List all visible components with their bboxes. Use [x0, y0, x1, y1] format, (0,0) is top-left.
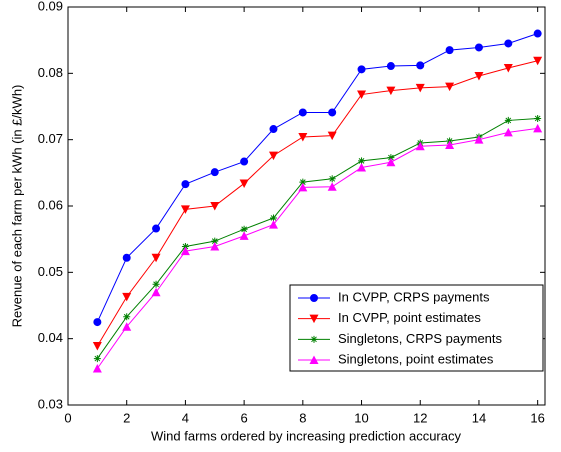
marker	[151, 253, 161, 263]
series-line	[96, 33, 538, 323]
marker	[416, 61, 425, 70]
legend-label: In CVPP, point estimates	[338, 310, 481, 325]
legend-marker	[309, 314, 319, 324]
marker	[269, 214, 277, 222]
marker	[240, 225, 248, 233]
x-tick-label: 14	[472, 410, 486, 425]
legend-label: Singletons, CRPS payments	[338, 331, 503, 346]
marker	[327, 182, 337, 191]
marker	[123, 313, 131, 321]
legend-marker	[309, 355, 319, 364]
legend-label: Singletons, point estimates	[338, 351, 494, 366]
marker	[180, 205, 190, 214]
legend-box	[289, 284, 544, 372]
marker	[357, 65, 366, 74]
y-axis-label: Revenue of each farm per kWh (in £/kWh)	[9, 85, 24, 328]
marker	[92, 364, 102, 373]
marker	[474, 43, 483, 52]
marker	[122, 253, 131, 262]
marker	[386, 86, 396, 96]
marker	[92, 341, 102, 351]
marker	[445, 140, 455, 149]
marker	[298, 182, 308, 192]
marker	[152, 280, 160, 288]
marker	[210, 202, 220, 211]
marker	[181, 242, 189, 250]
marker	[503, 64, 513, 73]
marker	[180, 246, 190, 256]
marker	[298, 108, 307, 117]
marker	[533, 123, 543, 133]
marker	[151, 287, 161, 297]
marker	[152, 224, 161, 233]
marker	[299, 178, 307, 186]
marker	[268, 220, 278, 229]
y-tick-label: 0.04	[38, 330, 63, 345]
x-tick-label: 10	[354, 410, 368, 425]
marker	[445, 82, 455, 92]
marker	[474, 135, 484, 144]
x-tick-label: 16	[530, 410, 544, 425]
marker	[386, 157, 396, 167]
marker	[445, 46, 454, 55]
marker	[534, 114, 542, 122]
y-tick-label: 0.03	[38, 396, 63, 411]
marker	[268, 151, 278, 161]
y-tick-label: 0.05	[38, 264, 63, 279]
marker	[240, 157, 249, 166]
marker	[358, 157, 366, 165]
series-line	[96, 127, 538, 369]
marker	[503, 127, 513, 137]
marker	[181, 180, 190, 189]
y-tick-label: 0.07	[38, 131, 63, 146]
marker	[533, 56, 543, 66]
y-tick-label: 0.08	[38, 65, 63, 80]
marker	[504, 39, 513, 48]
marker	[415, 141, 425, 151]
marker	[269, 125, 278, 134]
marker	[122, 292, 132, 302]
x-axis-label: Wind farms ordered by increasing predict…	[151, 428, 461, 443]
marker	[239, 231, 249, 240]
marker	[357, 90, 367, 100]
legend-marker	[310, 335, 318, 343]
x-tick-label: 8	[299, 410, 306, 425]
marker	[328, 108, 337, 117]
marker	[93, 355, 101, 363]
marker	[357, 163, 367, 172]
legend-label: In CVPP, CRPS payments	[338, 289, 490, 304]
marker	[211, 237, 219, 245]
x-tick-label: 6	[241, 410, 248, 425]
marker	[239, 179, 249, 188]
marker	[210, 168, 219, 177]
marker	[386, 62, 395, 71]
marker	[387, 154, 395, 162]
x-tick-label: 12	[413, 410, 427, 425]
x-tick-label: 4	[182, 410, 189, 425]
marker	[93, 318, 102, 327]
series-line	[96, 117, 538, 359]
marker	[327, 131, 337, 141]
y-tick-label: 0.09	[38, 0, 63, 13]
marker	[474, 71, 484, 81]
x-tick-label: 2	[123, 410, 130, 425]
legend: In CVPP, CRPS payments In CVPP, point est…	[289, 284, 544, 372]
marker	[328, 175, 336, 183]
marker	[504, 116, 512, 124]
marker	[415, 83, 425, 93]
marker	[298, 133, 308, 142]
marker	[122, 322, 132, 331]
x-tick-label: 0	[64, 410, 71, 425]
marker	[210, 241, 220, 251]
marker	[533, 29, 542, 38]
series-line	[96, 60, 538, 347]
y-tick-label: 0.06	[38, 197, 63, 212]
legend-marker	[310, 294, 318, 302]
